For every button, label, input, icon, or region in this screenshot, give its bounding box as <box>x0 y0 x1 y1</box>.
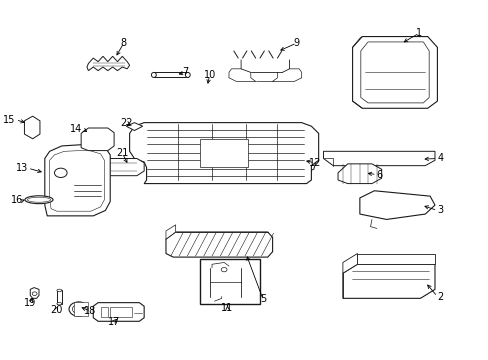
Polygon shape <box>101 307 107 317</box>
Text: 2: 2 <box>437 292 443 302</box>
Polygon shape <box>87 56 129 71</box>
Text: 10: 10 <box>203 70 215 80</box>
Text: 13: 13 <box>16 163 28 173</box>
Text: 1: 1 <box>416 28 422 38</box>
Text: 21: 21 <box>116 148 128 158</box>
Polygon shape <box>359 191 434 220</box>
Text: 12: 12 <box>308 158 320 168</box>
Text: 11: 11 <box>221 303 233 314</box>
Text: 4: 4 <box>437 153 443 163</box>
Text: 8: 8 <box>121 38 126 48</box>
Text: 16: 16 <box>11 195 23 206</box>
Polygon shape <box>129 123 318 184</box>
Ellipse shape <box>151 72 156 77</box>
Text: 3: 3 <box>437 206 443 216</box>
Circle shape <box>69 302 88 316</box>
Polygon shape <box>154 72 187 77</box>
Text: 22: 22 <box>120 118 132 128</box>
Polygon shape <box>200 139 248 167</box>
Polygon shape <box>30 288 39 298</box>
Polygon shape <box>360 42 428 103</box>
Text: 6: 6 <box>376 170 382 180</box>
Circle shape <box>54 168 67 177</box>
Polygon shape <box>323 151 434 166</box>
Polygon shape <box>50 150 104 211</box>
Polygon shape <box>357 253 434 264</box>
FancyBboxPatch shape <box>200 259 260 304</box>
Ellipse shape <box>57 302 61 305</box>
Ellipse shape <box>25 196 53 204</box>
Text: 5: 5 <box>259 294 265 304</box>
Polygon shape <box>93 303 144 321</box>
Polygon shape <box>352 37 437 108</box>
Text: 7: 7 <box>182 67 188 77</box>
Polygon shape <box>45 144 110 216</box>
Ellipse shape <box>57 289 61 292</box>
Text: 19: 19 <box>24 298 36 308</box>
Polygon shape <box>110 307 132 317</box>
Text: 9: 9 <box>293 38 299 48</box>
Ellipse shape <box>27 197 51 202</box>
Text: 17: 17 <box>108 317 120 327</box>
Text: 14: 14 <box>70 124 82 134</box>
Polygon shape <box>337 164 381 184</box>
Polygon shape <box>165 232 272 257</box>
Polygon shape <box>24 116 40 139</box>
Polygon shape <box>165 225 175 239</box>
Text: 15: 15 <box>3 115 16 125</box>
Polygon shape <box>74 302 88 316</box>
Circle shape <box>72 305 85 314</box>
Text: 20: 20 <box>50 305 62 315</box>
Polygon shape <box>81 128 114 150</box>
Polygon shape <box>342 264 434 298</box>
Polygon shape <box>342 253 357 273</box>
Polygon shape <box>101 158 144 176</box>
Polygon shape <box>57 291 61 304</box>
Polygon shape <box>270 151 316 175</box>
Ellipse shape <box>185 72 190 77</box>
Circle shape <box>221 267 226 272</box>
Polygon shape <box>126 123 142 131</box>
Text: 18: 18 <box>83 306 96 316</box>
Circle shape <box>32 292 37 296</box>
